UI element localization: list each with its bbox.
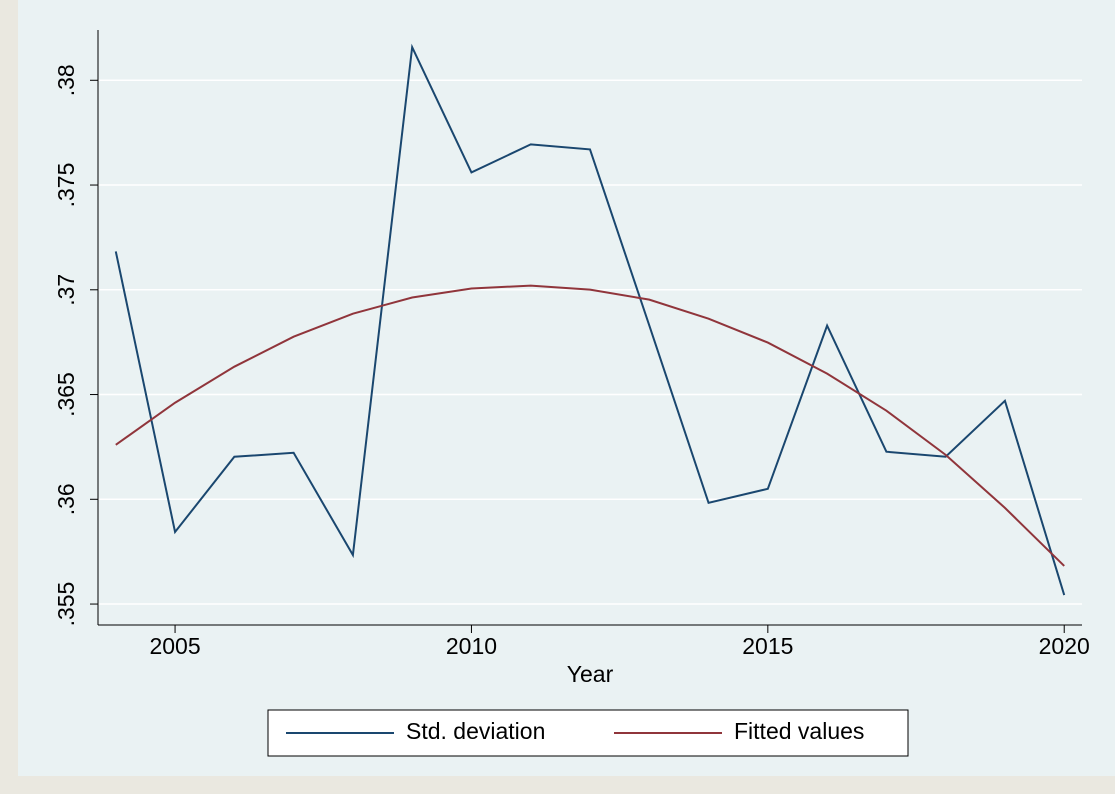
y-tick-label: .355	[53, 582, 79, 627]
y-tick-label: .37	[53, 274, 79, 306]
x-tick-label: 2020	[1039, 633, 1090, 659]
series-line	[114, 43, 1066, 596]
legend-label: Fitted values	[734, 718, 864, 744]
y-tick-label: .36	[53, 483, 79, 515]
x-tick-label: 2015	[742, 633, 793, 659]
x-tick-label: 2010	[446, 633, 497, 659]
graph-region	[18, 0, 1115, 776]
y-tick-label: .365	[53, 372, 79, 417]
x-tick-label: 2005	[149, 633, 200, 659]
series-line	[115, 284, 1065, 567]
x-axis-title: Year	[567, 661, 614, 687]
legend-label: Std. deviation	[406, 718, 545, 744]
y-tick-label: .375	[53, 163, 79, 208]
y-tick-label: .38	[53, 64, 79, 96]
